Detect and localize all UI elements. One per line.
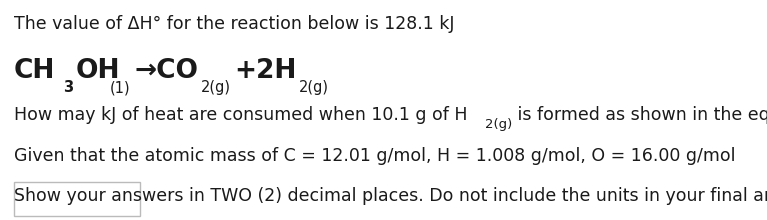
Text: →CO: →CO bbox=[134, 58, 198, 84]
Text: OH: OH bbox=[75, 58, 120, 84]
Text: (1): (1) bbox=[110, 80, 130, 95]
Text: 2(g): 2(g) bbox=[485, 118, 512, 131]
Text: 2(g): 2(g) bbox=[201, 80, 231, 95]
Text: 2(g): 2(g) bbox=[299, 80, 329, 95]
Text: How may kJ of heat are consumed when 10.1 g of H: How may kJ of heat are consumed when 10.… bbox=[14, 106, 467, 124]
Text: Given that the atomic mass of C = 12.01 g/mol, H = 1.008 g/mol, O = 16.00 g/mol: Given that the atomic mass of C = 12.01 … bbox=[14, 147, 736, 165]
Bar bbox=[14, 182, 140, 216]
Text: is formed as shown in the equation?: is formed as shown in the equation? bbox=[512, 106, 767, 124]
Text: +2H: +2H bbox=[234, 58, 296, 84]
Text: Show your answers in TWO (2) decimal places. Do not include the units in your fi: Show your answers in TWO (2) decimal pla… bbox=[14, 187, 767, 205]
Text: CH: CH bbox=[14, 58, 55, 84]
Text: 3: 3 bbox=[63, 80, 73, 95]
Text: The value of ΔH° for the reaction below is 128.1 kJ: The value of ΔH° for the reaction below … bbox=[14, 15, 454, 33]
